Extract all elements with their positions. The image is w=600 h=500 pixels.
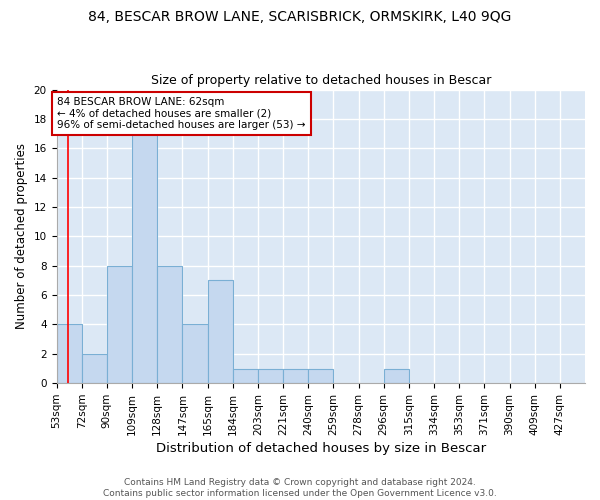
Bar bbox=[208, 280, 233, 383]
Bar bbox=[107, 266, 132, 383]
Title: Size of property relative to detached houses in Bescar: Size of property relative to detached ho… bbox=[151, 74, 491, 87]
Bar bbox=[308, 368, 334, 383]
Text: 84 BESCAR BROW LANE: 62sqm
← 4% of detached houses are smaller (2)
96% of semi-d: 84 BESCAR BROW LANE: 62sqm ← 4% of detac… bbox=[57, 97, 305, 130]
Bar bbox=[283, 368, 308, 383]
Bar bbox=[82, 354, 107, 383]
Bar bbox=[383, 368, 409, 383]
X-axis label: Distribution of detached houses by size in Bescar: Distribution of detached houses by size … bbox=[156, 442, 486, 455]
Text: Contains HM Land Registry data © Crown copyright and database right 2024.
Contai: Contains HM Land Registry data © Crown c… bbox=[103, 478, 497, 498]
Bar bbox=[258, 368, 283, 383]
Y-axis label: Number of detached properties: Number of detached properties bbox=[15, 144, 28, 330]
Text: 84, BESCAR BROW LANE, SCARISBRICK, ORMSKIRK, L40 9QG: 84, BESCAR BROW LANE, SCARISBRICK, ORMSK… bbox=[88, 10, 512, 24]
Bar bbox=[56, 324, 82, 383]
Bar bbox=[233, 368, 258, 383]
Bar bbox=[182, 324, 208, 383]
Bar bbox=[132, 134, 157, 383]
Bar bbox=[157, 266, 182, 383]
